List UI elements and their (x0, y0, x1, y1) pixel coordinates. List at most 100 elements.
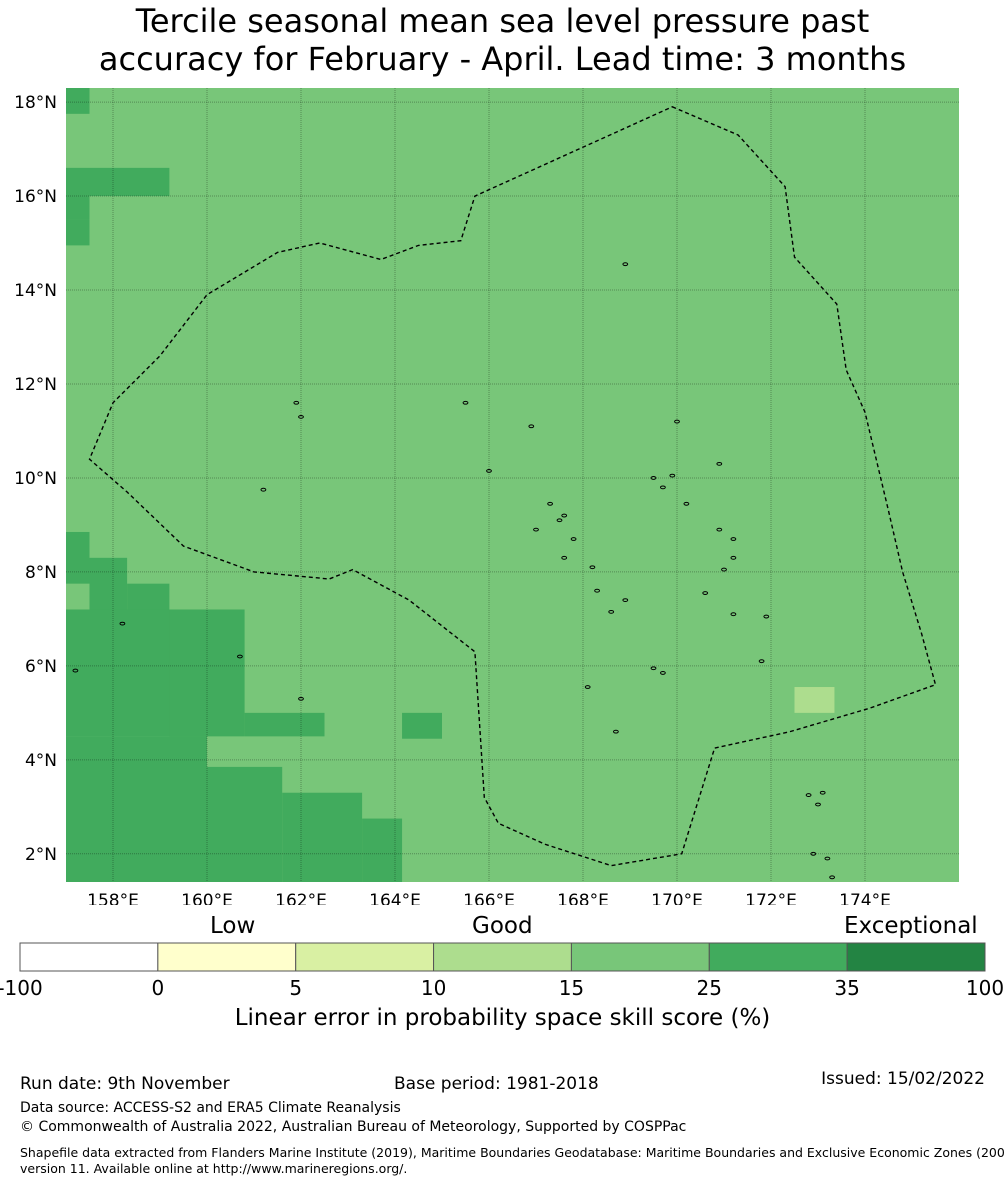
eez-boundary (88, 106, 937, 867)
lat-tick-label: 18°N (14, 93, 57, 113)
colorbar-tick-label: 0 (151, 976, 164, 1000)
skill-cell (402, 712, 442, 739)
island-outline (622, 262, 629, 267)
lon-tick-label: 160°E (181, 891, 233, 905)
skill-cell (66, 88, 90, 114)
skill-map: 158°E 160°E 162°E 164°E 166°E 168°E 170°E 172°E… (14, 88, 959, 905)
colorbar-tick-label: 35 (834, 976, 859, 1000)
lon-tick-label: 174°E (839, 891, 891, 905)
colorbar-bin (708, 942, 848, 972)
skill-cell (127, 583, 170, 610)
colorbar-tick-label: -100 (0, 976, 43, 1000)
colorbar-bin (19, 942, 159, 972)
island-outline (533, 527, 539, 532)
shapefile-credit-line-1: Shapefile data extracted from Flanders M… (20, 1145, 1005, 1160)
island-outline (528, 424, 535, 429)
lat-tick-label: 6°N (25, 657, 57, 677)
skill-cell (66, 531, 90, 584)
shapefile-credit: Shapefile data extracted from Flanders M… (20, 1145, 1005, 1177)
copyright: © Commonwealth of Australia 2022, Austra… (20, 1119, 687, 1135)
island-outline (716, 461, 723, 466)
island-outline (660, 671, 666, 675)
island-outline (815, 802, 821, 807)
skill-cell (362, 818, 403, 882)
lon-tick-label: 170°E (651, 891, 703, 905)
title-line-2: accuracy for February - April. Lead time… (98, 40, 907, 78)
island-outline (810, 851, 817, 856)
island-outline (730, 537, 737, 541)
skill-cell (89, 167, 170, 197)
issued-date: Issued: 15/02/2022 (821, 1069, 985, 1089)
lon-tick-label: 166°E (463, 891, 515, 905)
colorbar-tick-label: 15 (559, 976, 584, 1000)
colorbar-bin (157, 942, 297, 972)
island-outline (570, 537, 577, 541)
colorbar-title: Linear error in probability space skill … (234, 1005, 771, 1031)
island-outline (72, 668, 79, 673)
island-outline (260, 487, 267, 492)
island-outline (660, 485, 666, 490)
skill-cells-layer (66, 88, 959, 882)
lat-tick-label: 12°N (14, 375, 57, 395)
skill-cell (169, 609, 245, 737)
island-outline (298, 696, 304, 701)
graticule-layer (66, 88, 959, 882)
island-outline (462, 400, 469, 405)
base-period: Base period: 1981-2018 (394, 1074, 599, 1094)
island-outline (702, 591, 709, 595)
island-outline (298, 414, 304, 419)
island-outline (763, 614, 770, 619)
skill-cell (794, 687, 835, 713)
island-outline (237, 654, 243, 659)
run-date: Run date: 9th November (20, 1074, 230, 1094)
island-outline (556, 518, 563, 523)
island-outline (674, 419, 680, 424)
colorbar-tick-label: 100 (966, 976, 1004, 1000)
skill-cell (66, 167, 90, 220)
skill-cell (89, 557, 128, 610)
lon-tick-label: 172°E (745, 891, 797, 905)
colorbar-tick-label: 10 (421, 976, 446, 1000)
island-outline (683, 501, 690, 506)
island-outline (730, 555, 737, 560)
category-low: Low (210, 913, 256, 939)
island-outline (730, 612, 737, 617)
lat-tick-label: 14°N (14, 281, 57, 301)
island-outline (486, 469, 492, 473)
island-outline (608, 609, 615, 614)
island-outline (829, 875, 835, 880)
lat-tick-label: 16°N (14, 187, 57, 207)
lat-tick-label: 4°N (25, 751, 57, 771)
map-background-cell (66, 88, 959, 882)
colorbar-bin (846, 942, 986, 972)
island-outline (824, 856, 831, 861)
island-outline (589, 565, 596, 570)
island-outline (716, 527, 723, 532)
lon-tick-label: 168°E (557, 891, 609, 905)
colorbar-bins (19, 942, 986, 972)
colorbar-bin (570, 942, 710, 972)
colorbar-tick-label: 25 (697, 976, 722, 1000)
lat-tick-label: 2°N (25, 845, 57, 865)
island-outline (650, 666, 657, 671)
lon-tick-label: 162°E (275, 891, 327, 905)
island-outline (584, 685, 591, 689)
skill-cell (66, 736, 207, 882)
lon-tick-label: 164°E (369, 891, 421, 905)
skill-cell (244, 712, 325, 737)
island-outline (758, 659, 765, 664)
category-exceptional: Exceptional (844, 913, 978, 939)
lat-tick-label: 10°N (14, 469, 57, 489)
colorbar-ticks: -100 0 5 10 15 25 35 100 (0, 976, 1004, 1000)
island-outline (819, 790, 826, 795)
colorbar-bin (295, 942, 435, 972)
category-good: Good (472, 913, 533, 939)
island-outline (547, 501, 553, 506)
island-outline (613, 729, 619, 734)
island-outline (119, 621, 126, 626)
axis-ticks-layer: 158°E 160°E 162°E 164°E 166°E 168°E 170°E 172°E… (14, 93, 891, 905)
islands-layer (72, 262, 835, 880)
chart-title: Tercile seasonal mean sea level pressure… (0, 2, 1005, 78)
island-outline (650, 476, 657, 480)
skill-cell (66, 219, 90, 246)
